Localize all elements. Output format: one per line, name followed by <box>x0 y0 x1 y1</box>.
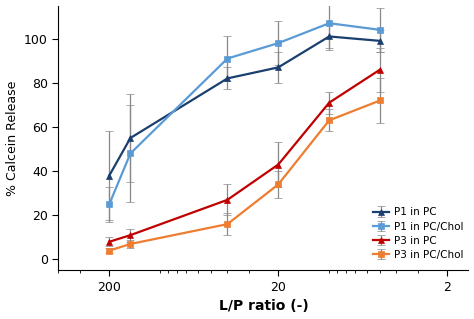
Y-axis label: % Calcein Release: % Calcein Release <box>6 80 18 196</box>
X-axis label: L/P ratio (-): L/P ratio (-) <box>219 300 308 314</box>
Legend: P1 in PC, P1 in PC/Chol, P3 in PC, P3 in PC/Chol: P1 in PC, P1 in PC/Chol, P3 in PC, P3 in… <box>373 207 463 260</box>
